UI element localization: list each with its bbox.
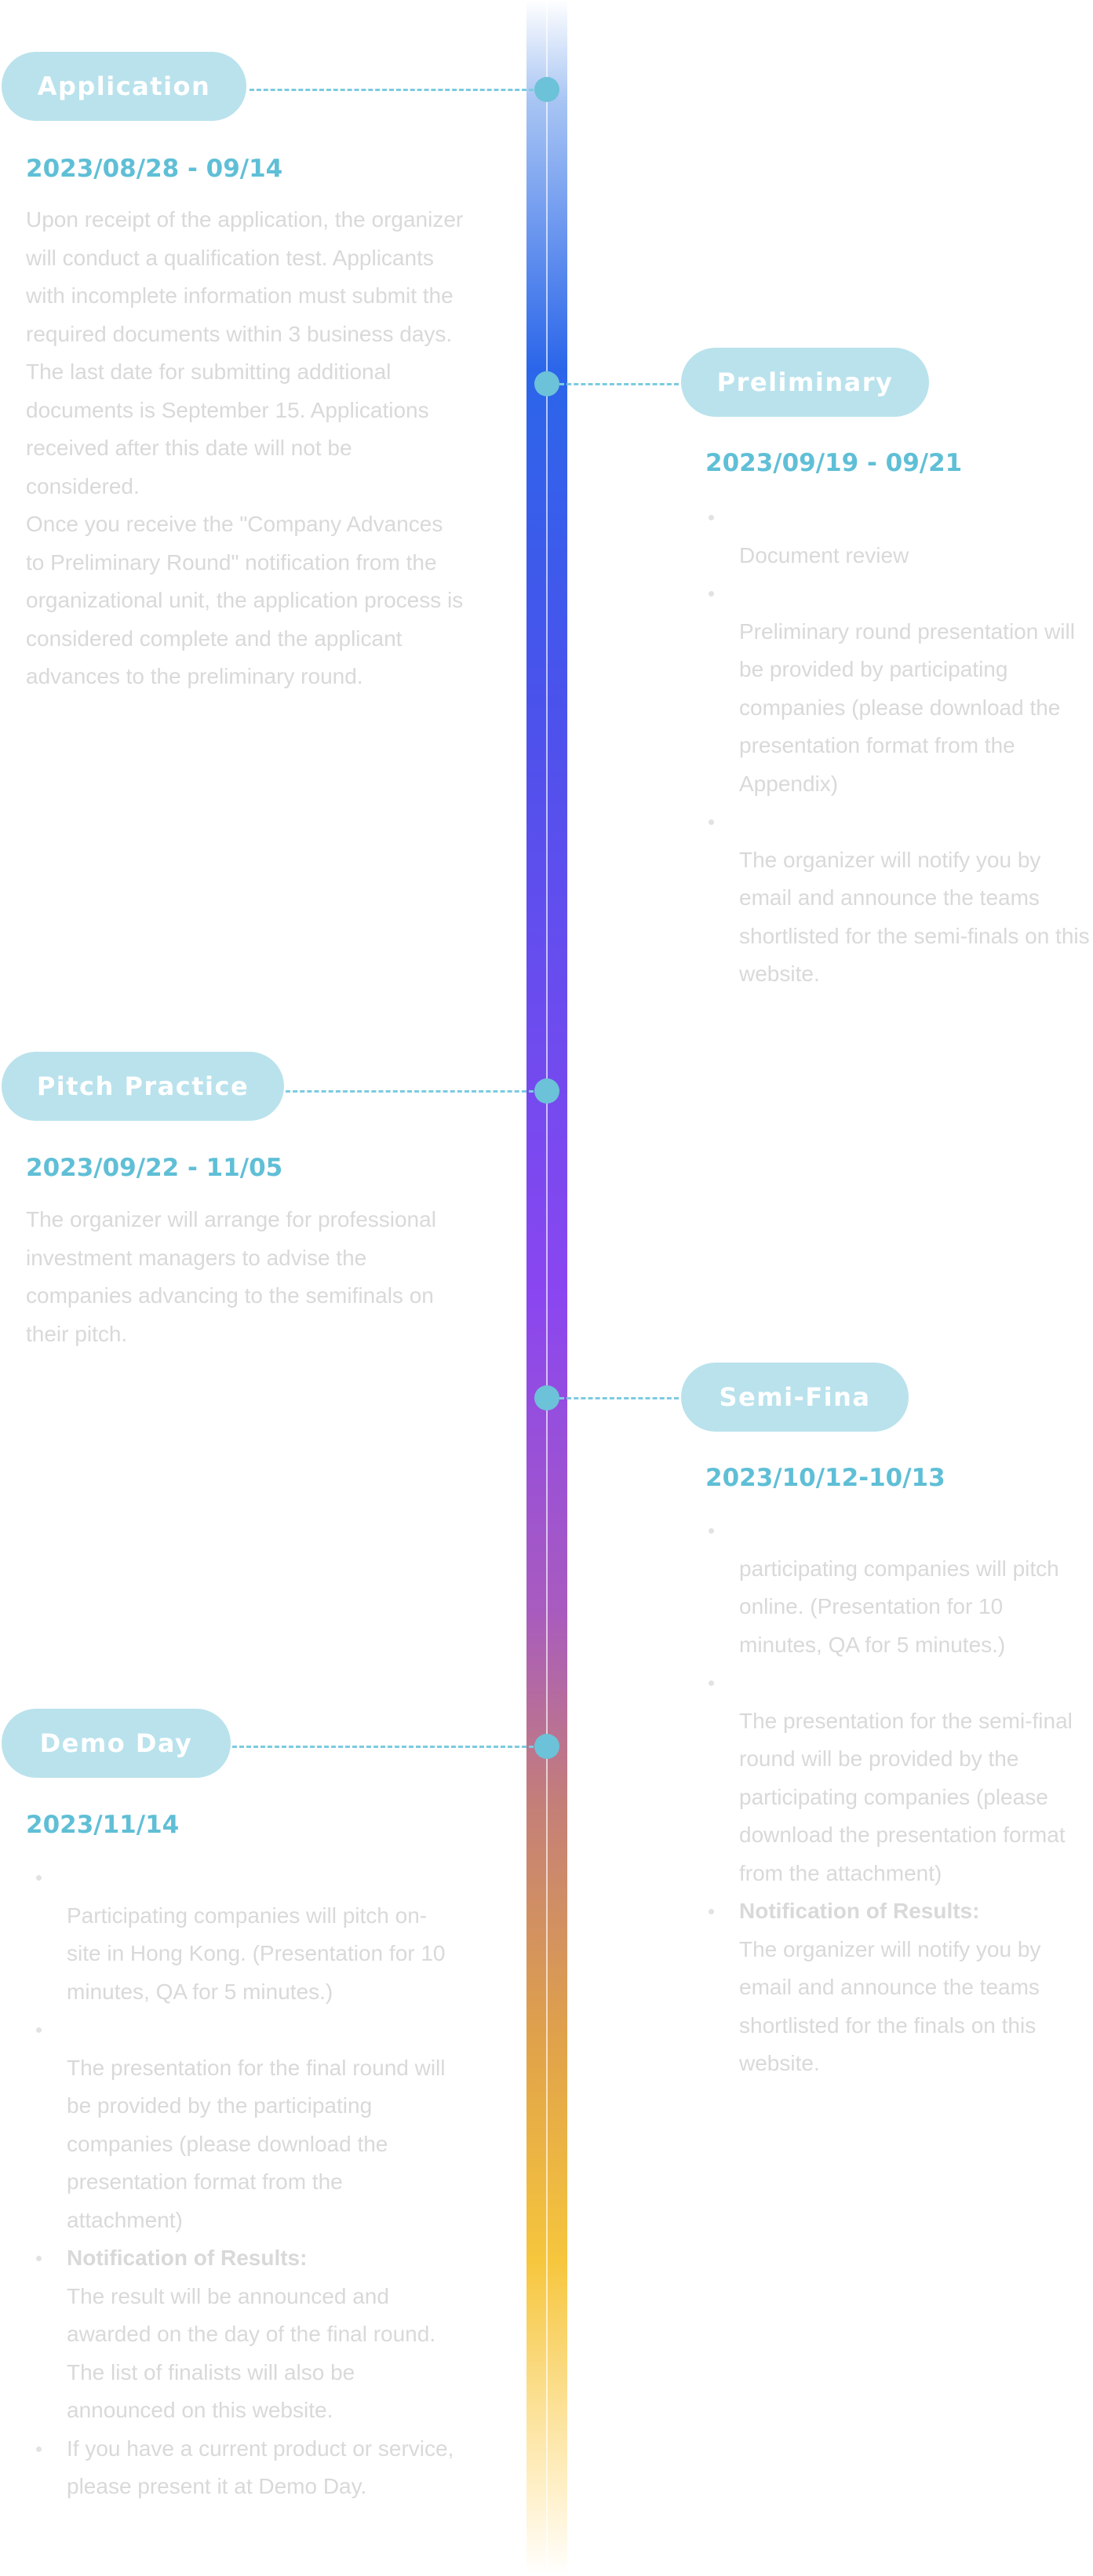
stage-title: Application [37,71,211,101]
list-item: Document review [706,498,1091,575]
stage-title: Semi-Fina [719,1382,871,1412]
stage-title: Preliminary [716,367,894,397]
stage-semi-final-list: participating companies will pitch onlin… [706,1512,1091,2083]
stage-demo-day-date: 2023/11/14 [26,1811,180,1839]
description-paragraph: The organizer will arrange for professio… [26,1207,436,1346]
stage-demo-day-connector [232,1746,534,1748]
list-item: If you have a current product or service… [34,2430,457,2506]
stage-preliminary-node [534,371,559,396]
stage-application-date: 2023/08/28 - 09/14 [26,155,283,183]
stage-semi-final-node [534,1385,559,1410]
stage-semi-final-pill: Semi-Fina [681,1363,909,1432]
list-item: participating companies will pitch onlin… [706,1512,1091,1664]
list-item: Notification of Results: The result will … [34,2239,457,2430]
stage-pitch-practice-connector [286,1090,534,1093]
stage-pitch-practice-description: The organizer will arrange for professio… [26,1201,465,1353]
list-item: The presentation for the semi-final roun… [706,1664,1091,1892]
list-item: Notification of Results: The organizer wi… [706,1892,1091,2083]
list-item: The presentation for the final round wil… [34,2011,457,2239]
stage-application-description: Upon receipt of the application, the org… [26,201,465,696]
stage-application-pill: Application [2,52,246,121]
stage-demo-day-node [534,1734,559,1759]
stage-application-connector [250,89,534,91]
stage-preliminary-pill: Preliminary [681,348,929,417]
list-item: Preliminary round presentation will be p… [706,575,1091,803]
timeline-center-line [546,0,548,2576]
list-item: The organizer will notify you by email a… [706,803,1091,994]
stage-title: Pitch Practice [36,1071,250,1101]
stage-semi-final-connector [559,1397,679,1399]
stage-preliminary-date: 2023/09/19 - 09/21 [705,449,963,477]
stage-preliminary-connector [559,383,679,385]
stage-pitch-practice-node [534,1078,559,1104]
stage-demo-day-list: Participating companies will pitch on-si… [34,1859,457,2506]
stage-pitch-practice-pill: Pitch Practice [2,1052,284,1121]
stage-semi-final-date: 2023/10/12-10/13 [705,1464,945,1492]
stage-pitch-practice-date: 2023/09/22 - 11/05 [26,1154,283,1182]
description-paragraph: Upon receipt of the application, the org… [26,207,464,498]
list-item: Participating companies will pitch on-si… [34,1859,457,2011]
stage-title: Demo Day [39,1728,193,1758]
stage-preliminary-list: Document review Preliminary round presen… [706,498,1091,994]
stage-application-node [534,77,559,102]
stage-demo-day-pill: Demo Day [2,1709,231,1778]
description-paragraph: Once you receive the "Company Advances t… [26,512,464,688]
